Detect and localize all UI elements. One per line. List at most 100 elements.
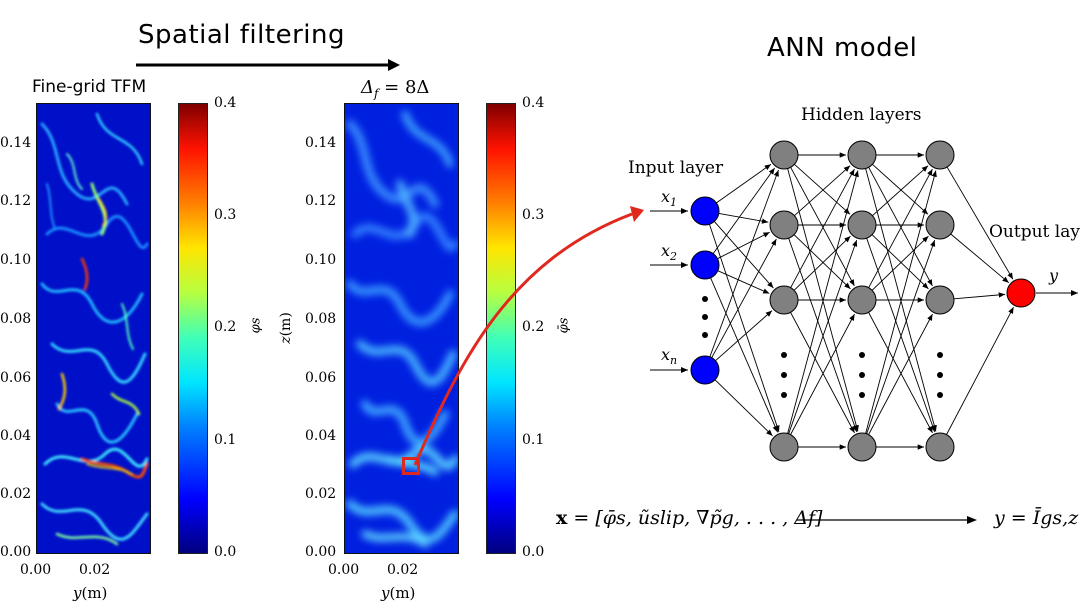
- output-equation: y = Īgs,z: [994, 507, 1079, 529]
- network-edge: [794, 164, 851, 215]
- network-edge: [711, 238, 777, 358]
- network-edge: [946, 166, 1014, 280]
- network-edge: [793, 235, 851, 291]
- network-edge: [716, 163, 772, 204]
- hidden-node: [847, 140, 877, 170]
- left-y-tick: 0.12: [0, 193, 32, 209]
- network-edge: [872, 165, 929, 216]
- hidden-node: [925, 285, 955, 315]
- hidden-node: [769, 210, 799, 240]
- right-y-tick: 0.04: [305, 428, 337, 444]
- left-cb-tick: 0.4: [214, 95, 237, 111]
- right-cb-tick: 0.2: [522, 319, 545, 335]
- network-edge: [868, 312, 933, 434]
- network-edge: [871, 234, 929, 290]
- output-layer-label: Output layer: [989, 222, 1080, 242]
- hidden-node: [769, 432, 799, 462]
- network-edge: [790, 168, 855, 288]
- output-node: [1006, 278, 1036, 308]
- hidden-node: [925, 432, 955, 462]
- left-cb-tick: 0.1: [214, 432, 237, 448]
- right-cb-tick: 0.3: [522, 207, 545, 223]
- filter-arrow: [136, 59, 400, 71]
- input-node: [690, 355, 720, 385]
- network-edge: [865, 170, 937, 434]
- right-x-label: y(m): [381, 584, 416, 602]
- left-y-tick: 0.08: [0, 311, 32, 327]
- network-edge: [871, 235, 929, 291]
- network-edge: [794, 165, 851, 216]
- right-x-tick: 0.02: [387, 562, 419, 578]
- filter-size-title: Δf = 8Δ: [361, 77, 430, 101]
- network-edge: [717, 231, 770, 260]
- input-vector-equation: x = [φ̄s, ũslip, ∇p̃g, . . . , Δf]: [556, 507, 823, 529]
- network-edge: [788, 238, 858, 433]
- equation-arrow: [797, 516, 977, 524]
- network-edge: [709, 169, 779, 358]
- hidden-node: [769, 140, 799, 170]
- fine-grid-field-plot: [36, 103, 151, 554]
- network-edge: [790, 312, 855, 434]
- input-x2-label: x2: [661, 241, 678, 264]
- left-y-tick: 0.02: [0, 486, 32, 502]
- right-y-label: z(m): [277, 312, 294, 344]
- ann-model-title: ANN model: [767, 33, 918, 63]
- network-edge: [872, 164, 929, 215]
- network-edge: [790, 167, 855, 287]
- right-y-tick: 0.02: [305, 486, 337, 502]
- left-x-tick: 0.02: [79, 562, 111, 578]
- hidden-node: [847, 432, 877, 462]
- network-edge: [712, 167, 776, 254]
- network-edge: [946, 306, 1014, 435]
- network-edge: [713, 221, 774, 289]
- left-y-tick: 0.04: [0, 428, 32, 444]
- network-edge: [953, 292, 1006, 300]
- filtered-field-plot: [344, 103, 459, 554]
- left-y-tick: 0.00: [0, 544, 32, 560]
- right-y-tick: 0.10: [305, 252, 337, 268]
- right-y-tick: 0.00: [305, 544, 337, 560]
- left-colorbar: [178, 103, 208, 554]
- input-xn-label: xn: [661, 345, 678, 368]
- network-edge: [709, 224, 780, 432]
- right-y-tick: 0.06: [305, 370, 337, 386]
- spatial-filtering-title: Spatial filtering: [138, 20, 345, 50]
- input-x1-label: x1: [661, 187, 678, 210]
- output-y-label: y: [1049, 266, 1059, 285]
- filter-region-box: [402, 457, 420, 475]
- left-cb-tick: 0.2: [214, 319, 237, 335]
- left-y-tick: 0.14: [0, 135, 32, 151]
- network-edge: [950, 233, 1010, 284]
- network-edge: [714, 379, 773, 437]
- network-edge: [717, 270, 770, 294]
- right-cb-tick: 0.4: [522, 95, 545, 111]
- fine-grid-title: Fine-grid TFM: [32, 77, 147, 97]
- left-x-tick: 0.00: [20, 562, 52, 578]
- left-cb-label: φs: [248, 317, 264, 334]
- network-edge: [866, 239, 936, 434]
- network-edge: [868, 313, 933, 435]
- left-y-tick: 0.06: [0, 370, 32, 386]
- network-edge: [788, 239, 858, 434]
- hidden-node: [925, 140, 955, 170]
- input-node: [690, 250, 720, 280]
- right-x-tick: 0.00: [328, 562, 360, 578]
- right-cb-tick: 0.1: [522, 432, 545, 448]
- network-edge: [868, 167, 933, 287]
- hidden-node: [769, 285, 799, 315]
- left-y-tick: 0.10: [0, 252, 32, 268]
- right-y-tick: 0.08: [305, 311, 337, 327]
- network-edge: [787, 170, 859, 434]
- input-layer-label: Input layer: [628, 158, 724, 178]
- left-cb-tick: 0.0: [214, 544, 237, 560]
- network-edge: [715, 310, 773, 362]
- hidden-node: [847, 210, 877, 240]
- network-edge: [868, 168, 933, 288]
- hidden-layers-label: Hidden layers: [801, 105, 922, 125]
- right-y-tick: 0.14: [305, 135, 337, 151]
- hidden-node: [925, 210, 955, 240]
- hidden-node: [847, 285, 877, 315]
- network-edge: [710, 277, 779, 433]
- left-x-label: y(m): [73, 584, 108, 602]
- right-y-tick: 0.12: [305, 193, 337, 209]
